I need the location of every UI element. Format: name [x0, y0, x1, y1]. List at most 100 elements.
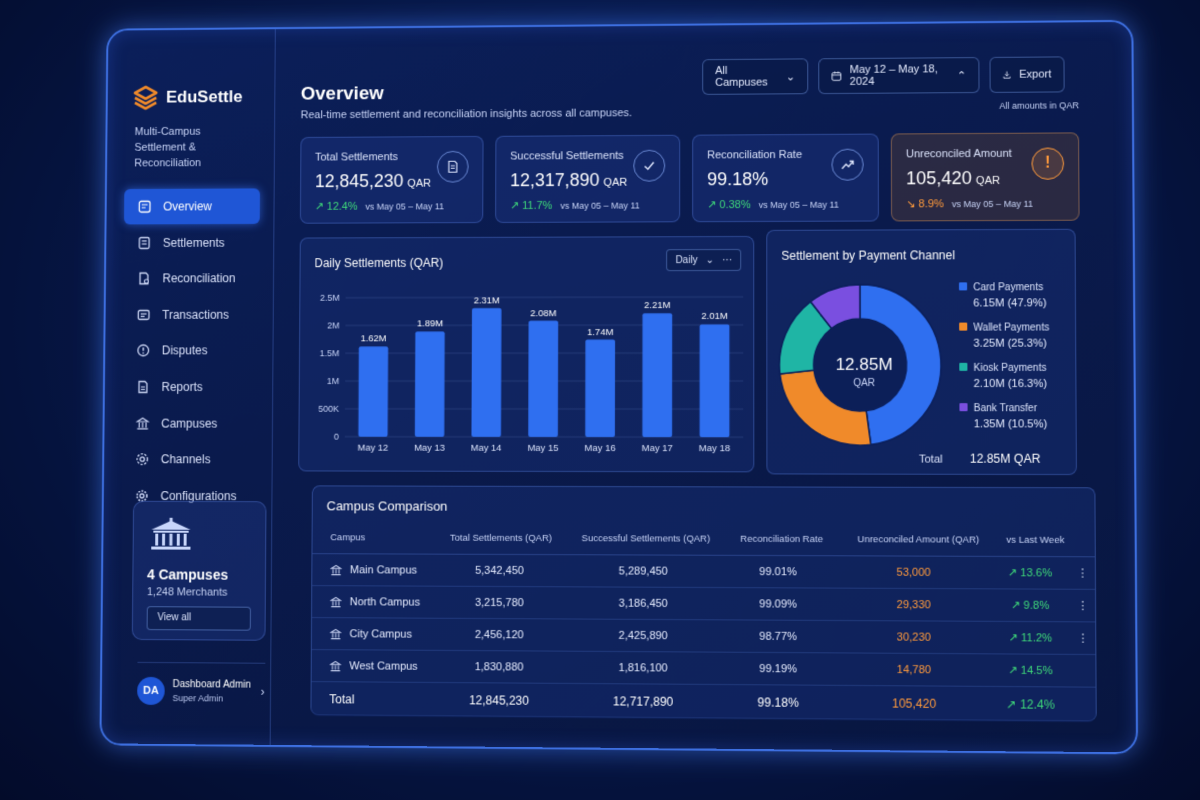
amounts-currency-note: All amounts in QAR: [999, 100, 1079, 111]
campus-filter-select[interactable]: All Campuses ⌄: [702, 58, 808, 95]
donut-center-value: 12.85M: [824, 355, 905, 375]
header-total-settlements[interactable]: Total Settlements (QAR): [431, 533, 570, 545]
sidebar-item-label: Transactions: [162, 308, 229, 322]
kpi-value-number: 12,845,230: [315, 171, 404, 191]
bar-may-16: [585, 340, 615, 437]
legend-item-card-payments: Card Payments 6.15M (47.9%): [959, 282, 1047, 309]
sidebar-item-campuses[interactable]: Campuses: [122, 405, 258, 441]
y-tick-label: 2M: [327, 320, 339, 330]
legend-swatch: [959, 363, 967, 371]
date-range-picker[interactable]: May 12 – May 18, 2024 ⌃: [818, 57, 979, 94]
x-tick-label: May 13: [414, 442, 445, 453]
donut-center-label: 12.85M QAR: [824, 355, 905, 389]
legend-swatch: [959, 323, 967, 331]
x-tick-label: May 17: [642, 442, 673, 453]
legend-item-kiosk-payments: Kiosk Payments 2.10M (16.3%): [959, 363, 1047, 390]
campuses-icon: [136, 416, 150, 430]
view-all-button[interactable]: View all: [147, 606, 251, 631]
legend-item-bank-transfer: Bank Transfer 1.35M (10.5%): [959, 403, 1047, 430]
bar-may-12: [358, 347, 388, 437]
change-cell: ↗ 12.4%: [990, 697, 1071, 712]
legend-swatch: [959, 403, 967, 411]
table-row[interactable]: Main Campus 5,342,450 5,289,450 99.01% 5…: [312, 554, 1095, 590]
y-tick-label: 0: [334, 432, 339, 442]
user-profile[interactable]: DA Dashboard Admin Super Admin ›: [137, 662, 265, 706]
legend-amount: 6.15M: [973, 297, 1004, 309]
legend-pct: (10.5%): [1008, 418, 1047, 430]
row-more-icon[interactable]: ⋮: [1070, 566, 1094, 579]
donut-total-label: Total: [919, 454, 943, 466]
sidebar-item-overview[interactable]: Overview: [124, 188, 260, 224]
row-more-icon[interactable]: ⋮: [1071, 599, 1095, 612]
main-content: Overview Real-time settlement and reconc…: [288, 22, 1136, 753]
table-row[interactable]: North Campus 3,215,780 3,186,450 99.09% …: [312, 586, 1095, 622]
kpi-unit: QAR: [407, 178, 431, 190]
legend-name: Wallet Payments: [973, 322, 1049, 333]
header-reconciliation-rate[interactable]: Reconciliation Rate: [721, 534, 842, 546]
sidebar-item-reconciliation[interactable]: Reconciliation: [123, 261, 259, 297]
settlements-icon: [137, 236, 151, 250]
legend-name: Card Payments: [973, 282, 1043, 293]
row-more-icon[interactable]: ⋮: [1071, 631, 1095, 644]
daily-settlements-bar-chart: 0 500K 1M 1.5M 2M 2.5M 1.62M May 12 1.89M May 13 2…: [299, 237, 755, 473]
rate-cell: 98.77%: [718, 630, 838, 643]
brand[interactable]: EduSettle: [133, 84, 261, 110]
kpi-card-successful-settlements[interactable]: Successful Settlements 12,317,890 QAR ↗ 1…: [495, 135, 680, 223]
campus-building-icon: [330, 564, 342, 576]
total-cell: 3,215,780: [430, 596, 568, 609]
total-cell: 2,456,120: [430, 628, 569, 641]
unreconciled-cell: 30,230: [838, 631, 989, 644]
campus-name: West Campus: [349, 660, 417, 672]
kpi-compare: vs May 05 – May 11: [365, 201, 444, 211]
legend-name: Bank Transfer: [974, 403, 1037, 414]
kpi-delta: ↗ 12.4%: [315, 201, 358, 213]
header-campus[interactable]: Campus: [313, 532, 432, 543]
legend-amount: 1.35M: [974, 418, 1005, 430]
campus-name: North Campus: [350, 596, 420, 608]
kpi-card-unreconciled-amount[interactable]: Unreconciled Amount 105,420 QAR ↘ 8.9% vs …: [891, 132, 1080, 221]
kpi-compare: vs May 05 – May 11: [759, 200, 839, 210]
sidebar-item-transactions[interactable]: Transactions: [123, 297, 259, 333]
legend-value: 6.15M (47.9%): [973, 297, 1046, 309]
daily-settlements-panel: Daily Settlements (QAR) Daily ⌄ ··· 0 500…: [298, 236, 754, 472]
trend-up-icon: [831, 149, 863, 181]
campus-name: Main Campus: [350, 564, 417, 576]
total-label: Total: [311, 692, 429, 707]
legend-amount: 3.25M: [973, 338, 1004, 350]
avatar: DA: [137, 677, 165, 705]
sidebar-item-channels[interactable]: Channels: [122, 442, 258, 478]
alert-icon: !: [1031, 148, 1064, 180]
chevron-right-icon[interactable]: ›: [261, 685, 265, 699]
table-title: Campus Comparison: [327, 498, 448, 513]
legend-name: Kiosk Payments: [973, 363, 1046, 374]
sidebar-item-reports[interactable]: Reports: [122, 369, 258, 405]
total-cell: 5,342,450: [430, 564, 568, 577]
user-name: Dashboard Admin: [173, 679, 251, 691]
campus-cell: West Campus: [312, 660, 430, 673]
sidebar-item-settlements[interactable]: Settlements: [124, 224, 260, 260]
sidebar-item-label: Campuses: [161, 416, 217, 430]
legend-value: 3.25M (25.3%): [973, 338, 1049, 350]
table-header-row: Campus Total Settlements (QAR) Successfu…: [312, 522, 1094, 557]
kpi-card-reconciliation-rate[interactable]: Reconciliation Rate 99.18% ↗ 0.38% vs May…: [692, 134, 879, 223]
x-tick-label: May 14: [471, 442, 502, 453]
campus-cell: Main Campus: [312, 564, 430, 577]
header-unreconciled-amount[interactable]: Unreconciled Amount (QAR): [842, 534, 994, 546]
header-vs-last-week[interactable]: vs Last Week: [995, 535, 1077, 546]
bar-may-13: [415, 331, 445, 436]
unreconciled-cell: 53,000: [838, 566, 989, 579]
calendar-icon: [831, 70, 841, 82]
export-button[interactable]: Export: [989, 56, 1064, 93]
bar-may-15: [528, 321, 558, 437]
rate-cell: 99.19%: [718, 662, 838, 675]
brand-subtitle-line1: Multi-Campus: [135, 123, 261, 139]
header-successful-settlements[interactable]: Successful Settlements (QAR): [571, 533, 721, 545]
rate-cell: 99.01%: [718, 565, 838, 578]
table-row[interactable]: City Campus 2,456,120 2,425,890 98.77% 3…: [312, 618, 1096, 655]
date-range-value: May 12 – May 18, 2024: [850, 63, 949, 88]
channels-icon: [135, 452, 149, 466]
sidebar-item-disputes[interactable]: Disputes: [123, 333, 259, 369]
document-icon: [437, 151, 469, 183]
kpi-card-total-settlements[interactable]: Total Settlements 12,845,230 QAR ↗ 12.4% v…: [300, 136, 484, 224]
export-label: Export: [1019, 68, 1051, 80]
